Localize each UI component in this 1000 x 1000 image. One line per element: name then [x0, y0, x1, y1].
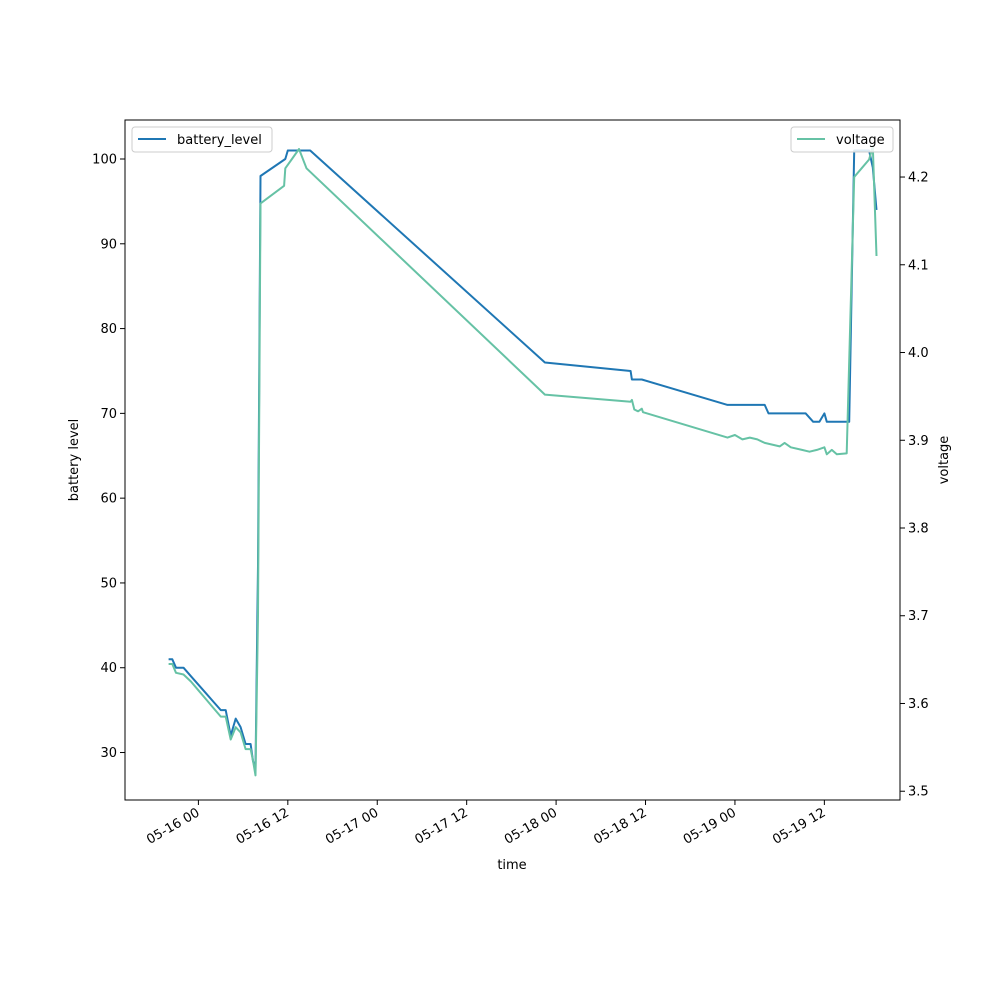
legend-voltage: voltage: [790, 126, 894, 153]
right-y-tick-label: 3.7: [908, 609, 929, 624]
left-y-tick-label: 100: [92, 153, 117, 168]
legend-label-battery-level: battery_level: [177, 133, 262, 148]
left-y-tick-label: 70: [100, 407, 117, 422]
x-axis-label: time: [497, 858, 526, 873]
left-y-axis-ticks: 30 40 50 60 70 80 90 100: [92, 153, 125, 761]
right-y-tick-label: 4.0: [908, 346, 929, 361]
left-y-tick-label: 80: [100, 322, 117, 337]
right-y-tick-label: 3.8: [908, 522, 929, 537]
right-y-tick-label: 4.1: [908, 258, 929, 273]
left-y-tick-label: 40: [100, 661, 117, 676]
left-y-tick-label: 60: [100, 492, 117, 507]
right-y-tick-label: 3.6: [908, 697, 929, 712]
right-y-tick-label: 4.2: [908, 171, 929, 186]
right-y-tick-label: 3.5: [908, 785, 929, 800]
right-y-axis-ticks: 3.5 3.6 3.7 3.8 3.9 4.0 4.1 4.2: [900, 171, 929, 800]
plot-lines: [168, 145, 878, 777]
legend-box: [790, 126, 894, 153]
legend-box: [131, 126, 273, 153]
series-line-voltage: [168, 145, 878, 777]
left-y-tick-label: 30: [100, 746, 117, 761]
legend-label-voltage: voltage: [836, 133, 885, 148]
series-line-battery-level: [168, 149, 878, 771]
right-y-axis-label: voltage: [937, 436, 952, 485]
plot-frame: [124, 119, 901, 801]
left-y-tick-label: 50: [100, 576, 117, 591]
legend-battery-level: battery_level: [131, 126, 273, 153]
left-y-axis-label: battery level: [67, 419, 82, 502]
right-y-tick-label: 3.9: [908, 434, 929, 449]
left-y-tick-label: 90: [100, 237, 117, 252]
